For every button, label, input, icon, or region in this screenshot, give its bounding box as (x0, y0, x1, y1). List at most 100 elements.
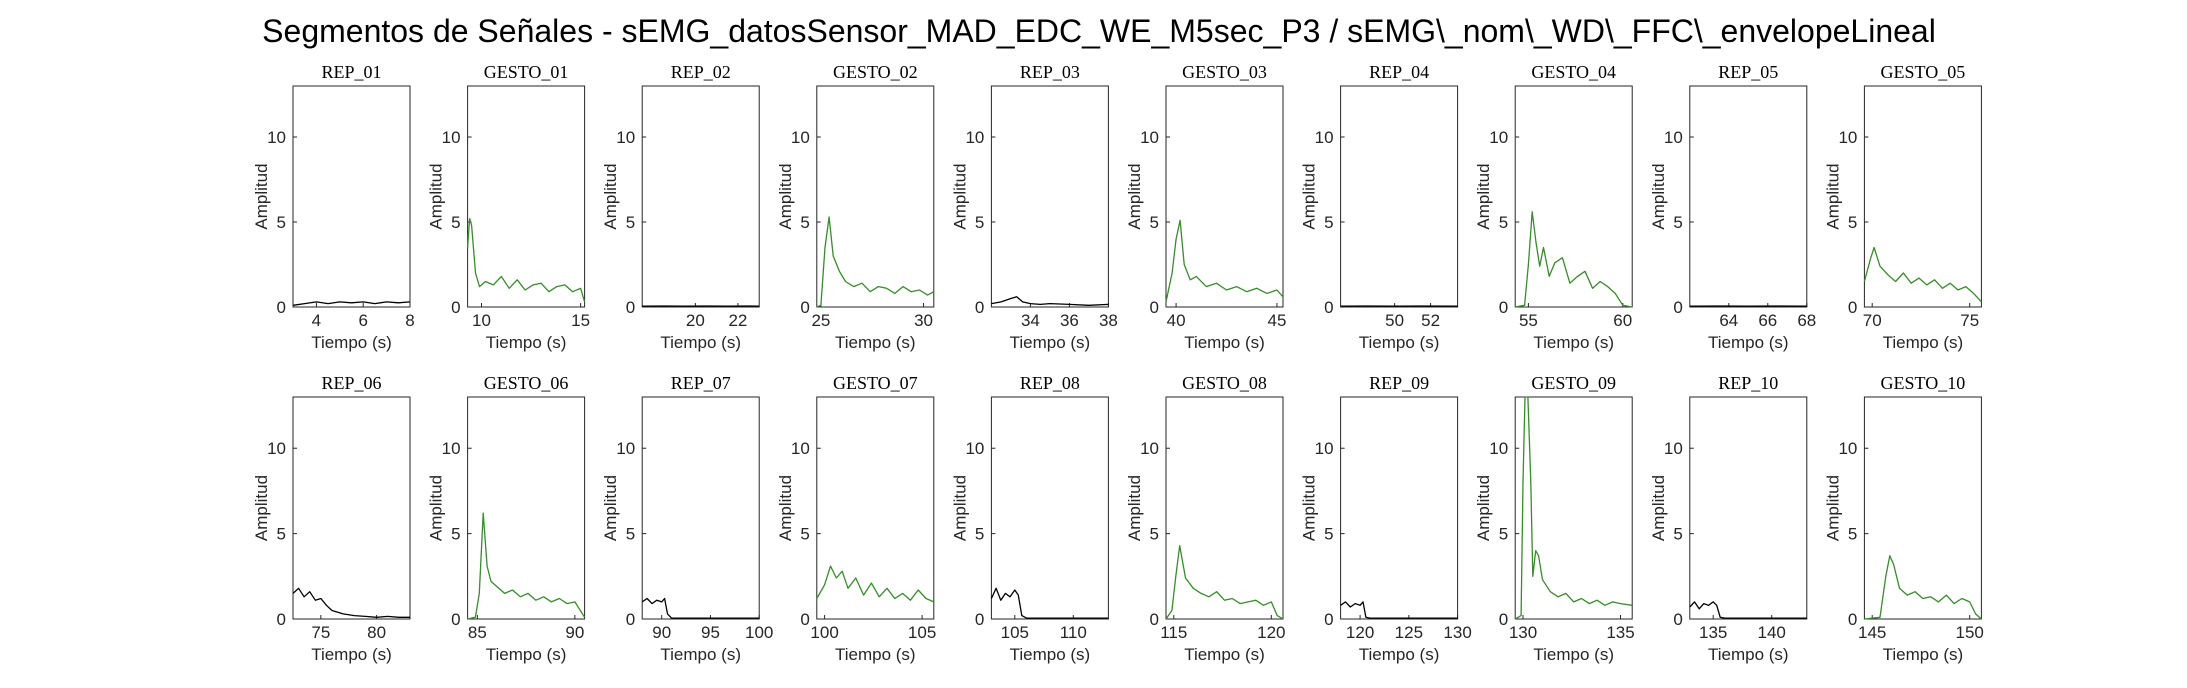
x-tick-label: 75 (311, 623, 330, 642)
plot-frame (1340, 85, 1459, 308)
plot-frame (467, 85, 586, 308)
y-axis-label: Amplitud (776, 163, 795, 229)
signal-line (467, 512, 586, 620)
signal-line (1340, 601, 1458, 619)
y-tick-label: 10 (1664, 128, 1683, 147)
x-axis-label: Tiempo (s) (1533, 333, 1614, 352)
y-tick-label: 0 (975, 610, 984, 629)
y-tick-label: 5 (277, 213, 286, 232)
panel-title: GESTO_01 (484, 62, 569, 82)
x-axis-label: Tiempo (s) (1010, 645, 1091, 664)
x-axis-label: Tiempo (s) (835, 333, 916, 352)
y-tick-label: 5 (626, 213, 635, 232)
y-tick-label: 0 (451, 610, 460, 629)
panel-title: REP_05 (1718, 62, 1778, 82)
y-tick-label: 10 (791, 439, 810, 458)
x-tick-label: 6 (358, 311, 367, 330)
x-tick-label: 68 (1797, 311, 1816, 330)
subplot-rep-08: REP_08 0 5 10 105 110 Tiempo (s) Amplitud (950, 373, 1109, 664)
y-tick-label: 10 (1664, 439, 1683, 458)
y-tick-label: 10 (791, 128, 810, 147)
signal-line (466, 217, 586, 303)
x-tick-label: 80 (367, 623, 386, 642)
y-tick-label: 10 (1140, 128, 1159, 147)
panel-title: GESTO_07 (833, 373, 918, 393)
x-axis-label: Tiempo (s) (1184, 645, 1265, 664)
x-tick-label: 150 (1956, 623, 1984, 642)
plot-frame (1514, 85, 1633, 308)
y-tick-label: 0 (1324, 298, 1333, 317)
x-tick-label: 70 (1863, 311, 1882, 330)
plot-frame (816, 396, 935, 620)
y-axis-label: Amplitud (427, 475, 446, 541)
x-tick-label: 135 (1606, 623, 1634, 642)
y-tick-label: 5 (1499, 213, 1508, 232)
x-tick-label: 75 (1960, 311, 1979, 330)
subplot-gesto-07: GESTO_07 0 5 10 100 105 Tiempo (s) Amplitud (776, 373, 936, 664)
y-tick-label: 5 (975, 213, 984, 232)
y-tick-label: 0 (1499, 298, 1508, 317)
signal-line (990, 587, 1109, 619)
x-tick-label: 10 (472, 311, 491, 330)
signal-line (1864, 555, 1982, 620)
x-tick-label: 125 (1395, 623, 1423, 642)
subplot-rep-04: REP_04 0 5 10 50 52 Tiempo (s) Amplitud (1300, 62, 1459, 352)
y-axis-label: Amplitud (601, 163, 620, 229)
x-tick-label: 105 (1001, 623, 1029, 642)
x-axis-label: Tiempo (s) (660, 645, 741, 664)
panel-title: REP_10 (1718, 373, 1778, 393)
x-tick-label: 145 (1858, 623, 1886, 642)
panel-title: REP_08 (1020, 373, 1080, 393)
signal-line (1863, 246, 1982, 303)
y-tick-label: 10 (1489, 128, 1508, 147)
y-axis-label: Amplitud (1474, 475, 1493, 541)
signal-line (816, 565, 935, 603)
y-tick-label: 5 (1848, 213, 1857, 232)
x-tick-label: 120 (1257, 623, 1285, 642)
y-tick-label: 10 (616, 128, 635, 147)
y-tick-label: 5 (1150, 525, 1159, 544)
subplot-rep-10: REP_10 0 5 10 135 140 Tiempo (s) Amplitud (1649, 373, 1808, 664)
x-axis-label: Tiempo (s) (486, 645, 567, 664)
x-axis-label: Tiempo (s) (660, 333, 741, 352)
y-tick-label: 0 (800, 610, 809, 629)
plot-frame (1165, 85, 1284, 308)
subplot-gesto-09: GESTO_09 0 5 10 130 135 Tiempo (s) Amplitud (1474, 373, 1634, 664)
x-tick-label: 15 (571, 311, 590, 330)
plot-frame (1863, 85, 1982, 308)
x-axis-label: Tiempo (s) (1883, 645, 1964, 664)
x-tick-label: 90 (652, 623, 671, 642)
y-tick-label: 5 (1324, 213, 1333, 232)
plot-frame (1514, 396, 1633, 620)
x-tick-label: 100 (745, 623, 773, 642)
y-tick-label: 5 (277, 525, 286, 544)
panel-title: REP_04 (1369, 62, 1429, 82)
x-tick-label: 110 (1060, 623, 1087, 642)
x-tick-label: 55 (1519, 311, 1538, 330)
x-tick-label: 4 (312, 311, 321, 330)
y-axis-label: Amplitud (1125, 475, 1144, 541)
y-tick-label: 10 (965, 128, 984, 147)
x-tick-label: 40 (1167, 311, 1186, 330)
y-tick-label: 0 (1673, 298, 1682, 317)
y-tick-label: 10 (1489, 439, 1508, 458)
y-tick-label: 5 (626, 525, 635, 544)
x-axis-label: Tiempo (s) (1010, 333, 1091, 352)
x-tick-label: 95 (701, 623, 720, 642)
y-tick-label: 0 (1848, 610, 1857, 629)
y-tick-label: 0 (975, 298, 984, 317)
y-axis-label: Amplitud (601, 475, 620, 541)
plot-frame (467, 396, 586, 620)
x-tick-label: 20 (686, 311, 705, 330)
y-tick-label: 10 (616, 439, 635, 458)
x-tick-label: 140 (1758, 623, 1786, 642)
signal-line (292, 301, 411, 306)
x-axis-label: Tiempo (s) (835, 645, 916, 664)
plot-frame (1165, 396, 1284, 620)
subplot-rep-01: REP_01 0 5 10 4 6 8 Tiempo (s) Amplitud (252, 62, 415, 352)
panel-title: REP_02 (671, 62, 731, 82)
subplot-gesto-06: GESTO_06 0 5 10 85 90 Tiempo (s) Amplitud (427, 373, 586, 664)
